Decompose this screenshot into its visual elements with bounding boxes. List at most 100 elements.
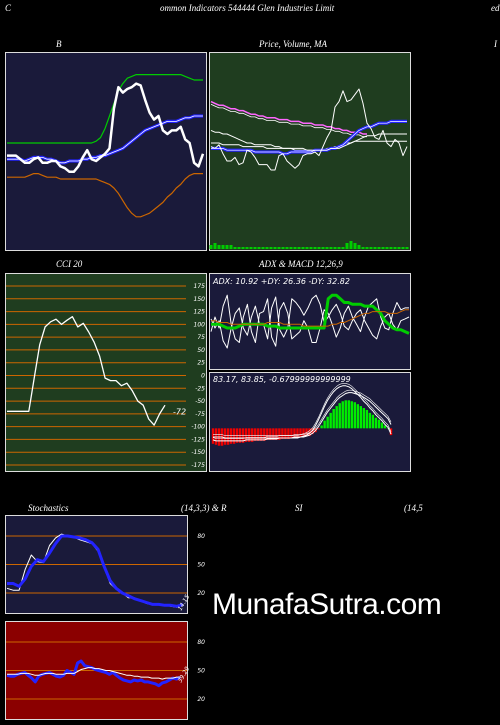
volume-bar [257,247,261,249]
cci-tick-label: 75 [197,334,205,341]
cci-chart: 175 150 125 100 75 50 25 0 -25 -50 -75 -100 -125 -150… [5,273,207,472]
price-title: Price, Volume, MA [259,39,327,49]
cci-tick-label: 150 [194,296,206,303]
bb-lower-line [7,172,203,218]
macd-histogram-bar [383,425,387,429]
rsi-panel: 80 50 20 39.29 [5,621,207,720]
volume-bar [377,247,381,249]
bb-title: B [56,39,62,49]
cci-tick-label: 0 [201,373,205,380]
macd-histogram-bar [293,428,296,438]
volume-bar [297,247,301,249]
macd-histogram-bar [229,428,233,444]
volume-bar [221,245,225,249]
macd-histogram-bar [326,416,329,429]
macd-signal-line [213,392,392,439]
stoch-tick-label: 50 [197,562,205,569]
volume-bar [321,247,325,249]
volume-bar [233,247,237,249]
volume-bar [309,247,313,249]
macd-histogram-bar [244,428,248,442]
cci-tick-label: 25 [197,360,205,367]
volume-bar [213,243,217,249]
ma-magenta-shadow [210,103,367,138]
volume-bar [389,247,393,249]
macd-histogram-bar [223,428,227,445]
macd-histogram-bar [290,428,293,438]
volume-bar [229,245,233,249]
macd-histogram-bar [389,428,393,436]
adx-panel: ADX: 10.92 +DY: 26.36 -DY: 32.82 [209,273,411,370]
volume-bar [253,247,257,249]
bb-price-line [7,82,205,174]
volume-bar [217,245,221,249]
volume-bar [317,247,321,249]
macd-histogram-bar [356,404,360,429]
macd-histogram-bar [284,428,287,439]
macd-histogram-bar [341,401,344,429]
volume-bar [273,247,277,249]
volume-bar [361,247,365,249]
macd-histogram-bar [263,428,266,441]
volume-bar [269,247,273,249]
macd-histogram-bar [347,400,350,429]
adx-minus-di-line [210,294,409,347]
volume-bar [337,247,341,249]
macd-values-text: 83.17, 83.85, -0.67999999999999 [213,375,351,384]
macd-histogram-bar [377,419,381,429]
stoch-panel: 80 50 20 14.15 [5,515,207,614]
volume-bar [285,247,289,249]
cci-tick-label: 50 [197,347,205,354]
adx-plus-di-line [210,294,410,349]
macd-histogram-bar [380,422,384,429]
right-cut-title: I [494,39,497,49]
macd-histogram-bar [254,428,257,441]
adx-values-text: ADX: 10.92 +DY: 26.36 -DY: 32.82 [212,277,350,286]
macd-histogram-bar [362,408,366,429]
macd-histogram-bar [266,428,269,440]
macd-histogram-bar [260,428,263,441]
cci-tick-label: 100 [194,321,206,328]
volume-bar [349,241,353,249]
volume-bar [393,247,397,249]
macd-histogram-bar [302,428,305,438]
header-right-cut: ed [491,3,500,13]
macd-histogram-bar [371,414,375,429]
macd-histogram-bar [335,406,338,429]
macd-histogram-bar [323,420,326,429]
macd-histogram-bar [332,409,335,429]
page-title: ommon Indicators 544444 Glen Industries … [160,3,335,13]
price-panel [209,52,411,251]
macd-histogram-bar [232,428,236,444]
stoch-tick-label: 80 [197,533,205,540]
macd-histogram-bar [226,428,230,445]
volume-bar [249,247,253,249]
volume-bar [345,243,349,249]
ma-magenta-line [210,100,367,135]
macd-histogram-bar [287,428,290,439]
volume-bar [225,245,229,249]
volume-bar [381,247,385,249]
volume-bar [369,247,373,249]
macd-histogram-bar [269,428,272,440]
macd-histogram-bar [281,428,284,439]
rsi-title: SI [295,503,303,513]
cci-title: CCI 20 [56,259,83,269]
volume-bar [277,247,281,249]
header-left-letter: C [5,3,12,13]
adx-adx-ma-line [211,309,409,327]
rsi-ma-line [7,667,180,680]
volume-bar [241,247,245,249]
volume-bar [281,247,285,249]
macd-histogram-bar [278,428,281,440]
volume-bar [265,247,269,249]
macd-histogram-bar [305,428,308,437]
panel-background [5,273,207,472]
volume-bar [341,247,345,249]
watermark: MunafaSutra.com [212,588,442,621]
volume-bar [305,247,309,249]
volume-bar [401,247,405,249]
stoch-title: Stochastics [28,503,69,513]
